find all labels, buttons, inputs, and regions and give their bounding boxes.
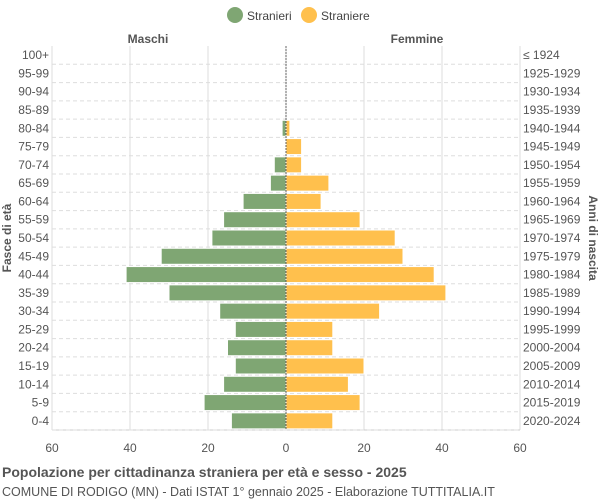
bar-straniere	[285, 229, 396, 247]
birth-year-label: 1940-1944	[523, 121, 581, 135]
y-axis-label-right: Anni di nascita	[586, 195, 600, 281]
birth-year-label: 2010-2014	[523, 377, 581, 391]
bar-straniere	[285, 394, 361, 412]
age-group-label: 50-54	[18, 231, 49, 245]
age-group-label: 100+	[22, 48, 49, 62]
birth-year-label: ≤ 1924	[523, 48, 560, 62]
age-group-label: 5-9	[32, 396, 50, 410]
bar-straniere	[285, 156, 303, 174]
bar-stranieri	[227, 339, 287, 357]
bar-stranieri	[223, 211, 287, 229]
birth-year-label: 1930-1934	[523, 85, 581, 99]
birth-year-label: 1955-1959	[523, 176, 581, 190]
age-group-label: 35-39	[18, 286, 49, 300]
birth-year-label: 1945-1949	[523, 140, 581, 154]
x-tick-label: 60	[45, 441, 59, 455]
birth-year-label: 1985-1989	[523, 286, 581, 300]
x-tick-label: 60	[513, 441, 527, 455]
age-group-label: 55-59	[18, 213, 49, 227]
birth-year-label: 1925-1929	[523, 66, 581, 80]
age-group-label: 65-69	[18, 176, 49, 190]
age-group-label: 25-29	[18, 322, 49, 336]
age-group-label: 75-79	[18, 140, 49, 154]
age-group-label: 40-44	[18, 268, 49, 282]
legend: Stranieri Straniere	[227, 7, 370, 23]
birth-year-label: 1990-1994	[523, 304, 581, 318]
bar-straniere	[285, 357, 365, 375]
birth-year-label: 1980-1984	[523, 268, 581, 282]
bar-straniere	[285, 192, 322, 210]
birth-year-label: 2015-2019	[523, 396, 581, 410]
age-group-label: 20-24	[18, 341, 49, 355]
x-tick-label: 40	[123, 441, 137, 455]
bar-straniere	[285, 174, 330, 192]
age-group-label: 0-4	[32, 414, 50, 428]
bar-straniere	[285, 266, 435, 284]
bar-stranieri	[168, 284, 287, 302]
chart-title: Popolazione per cittadinanza straniera p…	[2, 464, 407, 480]
birth-year-label: 1970-1974	[523, 231, 581, 245]
age-group-label: 85-89	[18, 103, 49, 117]
bar-stranieri	[281, 119, 287, 137]
age-group-label: 70-74	[18, 158, 49, 172]
bar-straniere	[285, 284, 447, 302]
bar-stranieri	[160, 247, 287, 265]
bar-straniere	[285, 211, 361, 229]
birth-year-label: 1995-1999	[523, 322, 581, 336]
bar-stranieri	[125, 266, 287, 284]
population-pyramid-chart: Stranieri Straniere Maschi Femmine Fasce…	[0, 7, 600, 455]
age-group-label: 10-14	[18, 377, 49, 391]
right-header: Femmine	[391, 32, 444, 46]
left-header: Maschi	[128, 32, 169, 46]
legend-label-straniere: Straniere	[321, 9, 370, 23]
bar-straniere	[285, 412, 334, 430]
birth-year-label: 1965-1969	[523, 213, 581, 227]
bar-straniere	[285, 247, 404, 265]
age-group-label: 90-94	[18, 85, 49, 99]
bar-stranieri	[273, 156, 287, 174]
birth-year-label: 1950-1954	[523, 158, 581, 172]
bar-stranieri	[242, 192, 287, 210]
bar-stranieri	[269, 174, 287, 192]
birth-year-label: 2000-2004	[523, 341, 581, 355]
birth-year-label: 1935-1939	[523, 103, 581, 117]
bar-straniere	[285, 320, 334, 338]
x-tick-label: 20	[201, 441, 215, 455]
age-group-label: 95-99	[18, 66, 49, 80]
legend-swatch-stranieri	[227, 7, 243, 23]
bar-straniere	[285, 302, 381, 320]
bar-stranieri	[203, 394, 287, 412]
legend-label-stranieri: Stranieri	[247, 9, 292, 23]
bar-stranieri	[230, 412, 287, 430]
bar-straniere	[285, 339, 334, 357]
chart-subtitle: COMUNE DI RODIGO (MN) - Dati ISTAT 1° ge…	[2, 485, 495, 499]
bar-stranieri	[234, 357, 287, 375]
bar-stranieri	[211, 229, 287, 247]
bar-stranieri	[219, 302, 287, 320]
x-tick-label: 40	[435, 441, 449, 455]
age-group-label: 15-19	[18, 359, 49, 373]
birth-year-label: 1960-1964	[523, 194, 581, 208]
bar-straniere	[285, 138, 303, 156]
birth-year-label: 2005-2009	[523, 359, 581, 373]
bar-straniere	[285, 375, 349, 393]
birth-year-label: 1975-1979	[523, 249, 581, 263]
legend-swatch-straniere	[301, 7, 317, 23]
bar-straniere	[285, 119, 291, 137]
bar-stranieri	[223, 375, 287, 393]
age-group-label: 45-49	[18, 249, 49, 263]
age-group-label: 30-34	[18, 304, 49, 318]
bar-stranieri	[234, 320, 287, 338]
age-group-label: 60-64	[18, 194, 49, 208]
y-axis-label-left: Fasce di età	[0, 203, 14, 272]
x-tick-label: 0	[283, 441, 290, 455]
age-group-label: 80-84	[18, 121, 49, 135]
x-tick-label: 20	[357, 441, 371, 455]
birth-year-label: 2020-2024	[523, 414, 581, 428]
